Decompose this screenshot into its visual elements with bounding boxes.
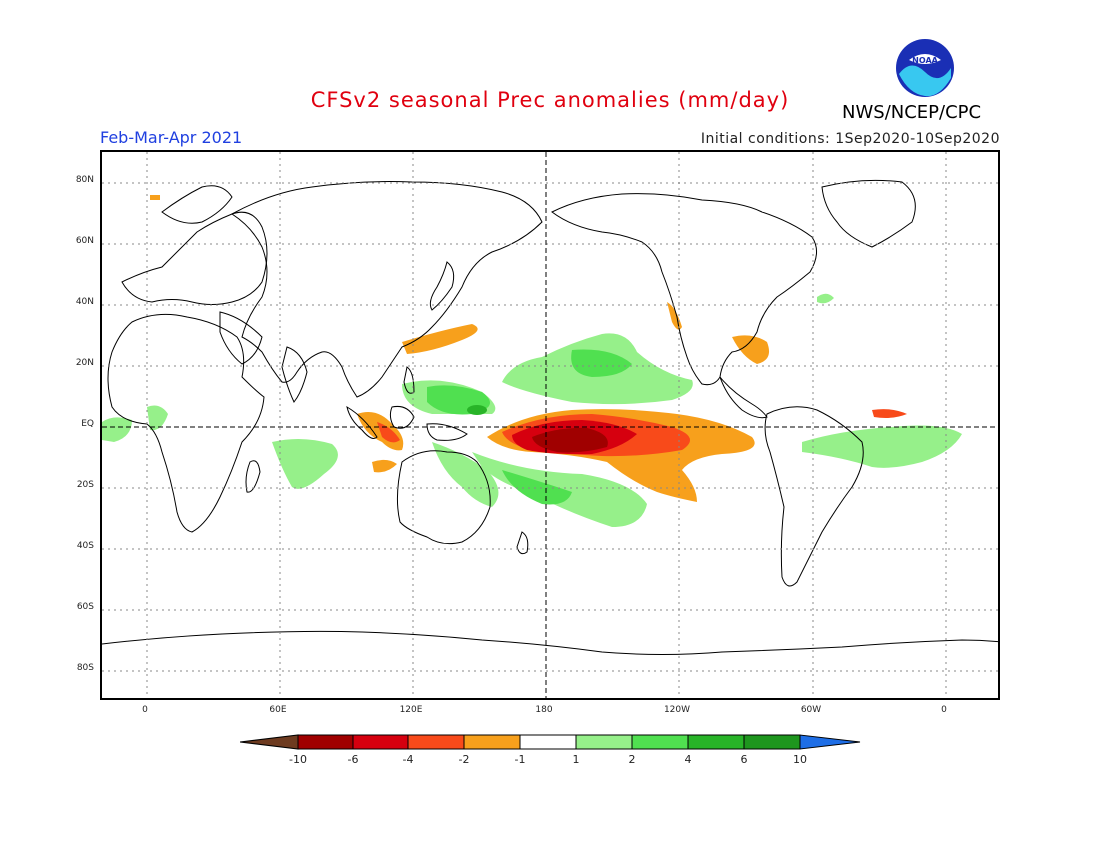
coastline-new-guinea	[426, 423, 468, 441]
legend-swatch-neg4-neg2	[407, 734, 465, 750]
legend-tick-neg4: -4	[402, 753, 414, 766]
legend-tick-4: 4	[684, 753, 692, 766]
coastline-arabia	[219, 311, 263, 365]
legend-swatch-gt-10	[799, 734, 861, 750]
legend-swatch-neg6-neg4	[352, 734, 409, 750]
anomaly-wet-south-central-pacific	[502, 470, 572, 505]
anomaly-dry-java-sea	[372, 459, 397, 473]
legend-swatch-1-2	[575, 734, 633, 750]
legend-swatch-4-6	[687, 734, 745, 750]
legend-swatch-neg1-1	[519, 734, 577, 750]
coastline-india	[281, 346, 308, 403]
lon-label-120e: 120E	[399, 705, 423, 715]
anomaly-wet-indian-ocean	[272, 438, 338, 489]
noaa-logo-text: NOAA	[912, 56, 938, 65]
coastline-south-america	[764, 406, 864, 587]
coastline-antarctica	[102, 630, 998, 655]
lat-label-60n: 60N	[75, 236, 94, 246]
lat-label-eq: EQ	[81, 419, 94, 429]
legend-tick-neg6: -6	[347, 753, 359, 766]
lon-label-180: 180	[535, 705, 553, 715]
world-map	[102, 152, 998, 698]
coastline-madagascar	[245, 460, 261, 493]
coastline-greenland	[821, 179, 916, 248]
coastline-new-zealand	[516, 531, 529, 555]
anomaly-wet-west-africa	[102, 417, 132, 442]
legend-tick-neg2: -2	[458, 753, 470, 766]
anomaly-dry-equatorial-pacific-peak	[532, 427, 608, 453]
legend-tick-neg10: -10	[289, 753, 307, 766]
initial-conditions: Initial conditions: 1Sep2020-10Sep2020	[700, 131, 1000, 147]
chart-title: CFSv2 seasonal Prec anomalies (mm/day)	[310, 88, 790, 112]
coastline-philippines	[403, 366, 415, 394]
anomaly-wet-north-atlantic	[817, 293, 834, 304]
anomaly-dry-south-china-sea	[402, 324, 478, 354]
legend-tick-2: 2	[628, 753, 636, 766]
anomaly-shading	[102, 195, 962, 527]
legend-tick-neg1: -1	[514, 753, 526, 766]
legend-swatch-neg10-neg6	[297, 734, 354, 750]
graticule	[102, 152, 998, 698]
lat-label-20s: 20S	[76, 480, 94, 490]
lat-label-60s: 60S	[76, 602, 94, 612]
lat-label-80n: 80N	[75, 175, 94, 185]
anomaly-dry-gulf-of-mexico	[732, 335, 770, 364]
anomaly-dry-us-west-coast	[667, 302, 682, 330]
anomaly-dry-tropical-atlantic	[872, 409, 907, 418]
coastline-asia	[231, 181, 543, 398]
legend-swatch-neg2-neg1	[463, 734, 521, 750]
legend-swatch-2-4	[631, 734, 689, 750]
coastline-europe	[121, 211, 268, 305]
coastline-africa	[107, 313, 265, 533]
coastline-japan	[429, 261, 455, 311]
lat-label-80s: 80S	[76, 663, 94, 673]
legend-tick-1: 1	[572, 753, 580, 766]
anomaly-wet-north-central-pacific	[571, 349, 632, 377]
legend-swatch-lt-neg10	[240, 734, 299, 750]
coastlines	[102, 179, 998, 655]
coastline-sumatra	[346, 405, 378, 439]
coastline-australia	[396, 450, 491, 545]
anomaly-wet-gulf-guinea	[147, 405, 168, 431]
coastline-north-america	[551, 193, 817, 386]
anomaly-wet-core	[467, 405, 487, 415]
lon-label-60e: 60E	[269, 705, 287, 715]
color-legend	[240, 734, 861, 750]
lon-label-60w: 60W	[800, 705, 822, 715]
coastline-scandinavia	[161, 185, 233, 224]
anomaly-wet-atlantic	[802, 425, 962, 468]
lat-label-20n: 20N	[75, 358, 94, 368]
legend-tick-10: 10	[793, 753, 807, 766]
noaa-logo: NOAA	[895, 38, 955, 98]
map-panel	[100, 150, 1000, 700]
lon-label-0: 0	[142, 705, 148, 715]
lon-label-120w: 120W	[663, 705, 691, 715]
lon-label-0-east: 0	[941, 705, 947, 715]
coastline-borneo	[389, 406, 415, 429]
legend-swatch-6-10	[743, 734, 801, 750]
legend-tick-6: 6	[740, 753, 748, 766]
coastline-central-america	[719, 376, 768, 419]
anomaly-dry-north-atlantic-small	[150, 195, 160, 200]
anomaly-wet-southwest-pacific	[432, 442, 499, 507]
lat-label-40s: 40S	[76, 541, 94, 551]
agency-label: NWS/NCEP/CPC	[842, 102, 982, 123]
lat-label-40n: 40N	[75, 297, 94, 307]
forecast-period: Feb-Mar-Apr 2021	[100, 128, 243, 147]
